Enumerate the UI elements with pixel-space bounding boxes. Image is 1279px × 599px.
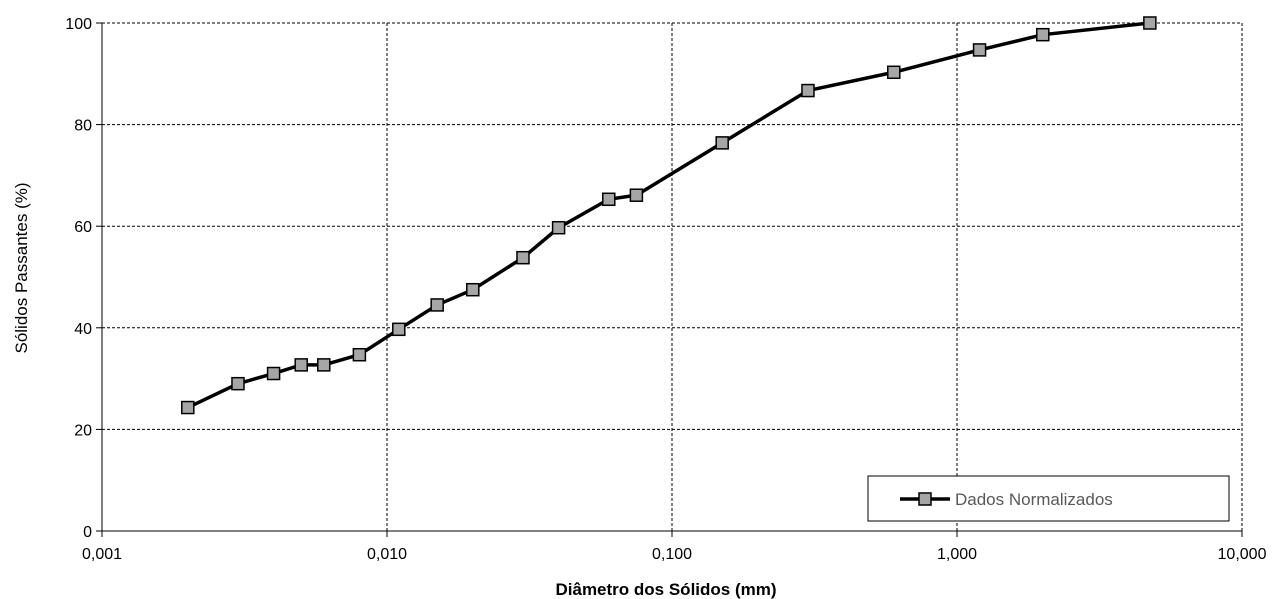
x-tick-label: 10,000 <box>1218 546 1267 563</box>
x-tick-label: 0,001 <box>82 546 122 563</box>
legend: Dados Normalizados <box>867 475 1230 522</box>
data-point <box>466 282 480 297</box>
data-point <box>181 400 195 415</box>
data-point <box>392 322 406 337</box>
data-point <box>294 358 308 372</box>
axes <box>96 22 1243 537</box>
y-axis-label: Sólidos Passantes (%) <box>12 182 31 353</box>
data-point <box>317 358 331 372</box>
data-point <box>430 298 444 312</box>
y-tick-label: 60 <box>74 219 92 236</box>
x-tick-label: 1,000 <box>937 546 977 563</box>
data-point <box>887 65 901 80</box>
grid-lines <box>102 22 1243 531</box>
data-point <box>602 192 616 207</box>
y-tick-label: 100 <box>65 16 92 33</box>
legend-marker-sample <box>918 492 932 506</box>
data-point <box>715 136 729 150</box>
tick-labels: 0 20 40 60 80 100 0,001 0,010 0,100 1,000 10,000 <box>65 16 1266 563</box>
data-point <box>629 188 644 202</box>
data-point <box>352 347 367 362</box>
y-tick-label: 80 <box>74 118 92 135</box>
data-point <box>972 43 987 57</box>
data-point <box>801 83 815 98</box>
series-line <box>187 21 1151 410</box>
data-point <box>231 376 245 391</box>
data-point <box>516 250 530 265</box>
data-point <box>1036 27 1050 42</box>
y-tick-label: 40 <box>74 321 92 338</box>
y-tick-label: 0 <box>83 524 92 541</box>
legend-entry-label: Dados Normalizados <box>955 490 1113 509</box>
data-point <box>266 366 281 381</box>
x-axis-label: Diâmetro dos Sólidos (mm) <box>555 580 776 599</box>
x-tick-label: 0,010 <box>367 546 407 563</box>
x-tick-label: 0,100 <box>652 546 692 563</box>
data-point <box>551 220 566 235</box>
y-tick-label: 20 <box>74 422 92 439</box>
data-series <box>181 16 1157 415</box>
data-point <box>1143 16 1157 30</box>
